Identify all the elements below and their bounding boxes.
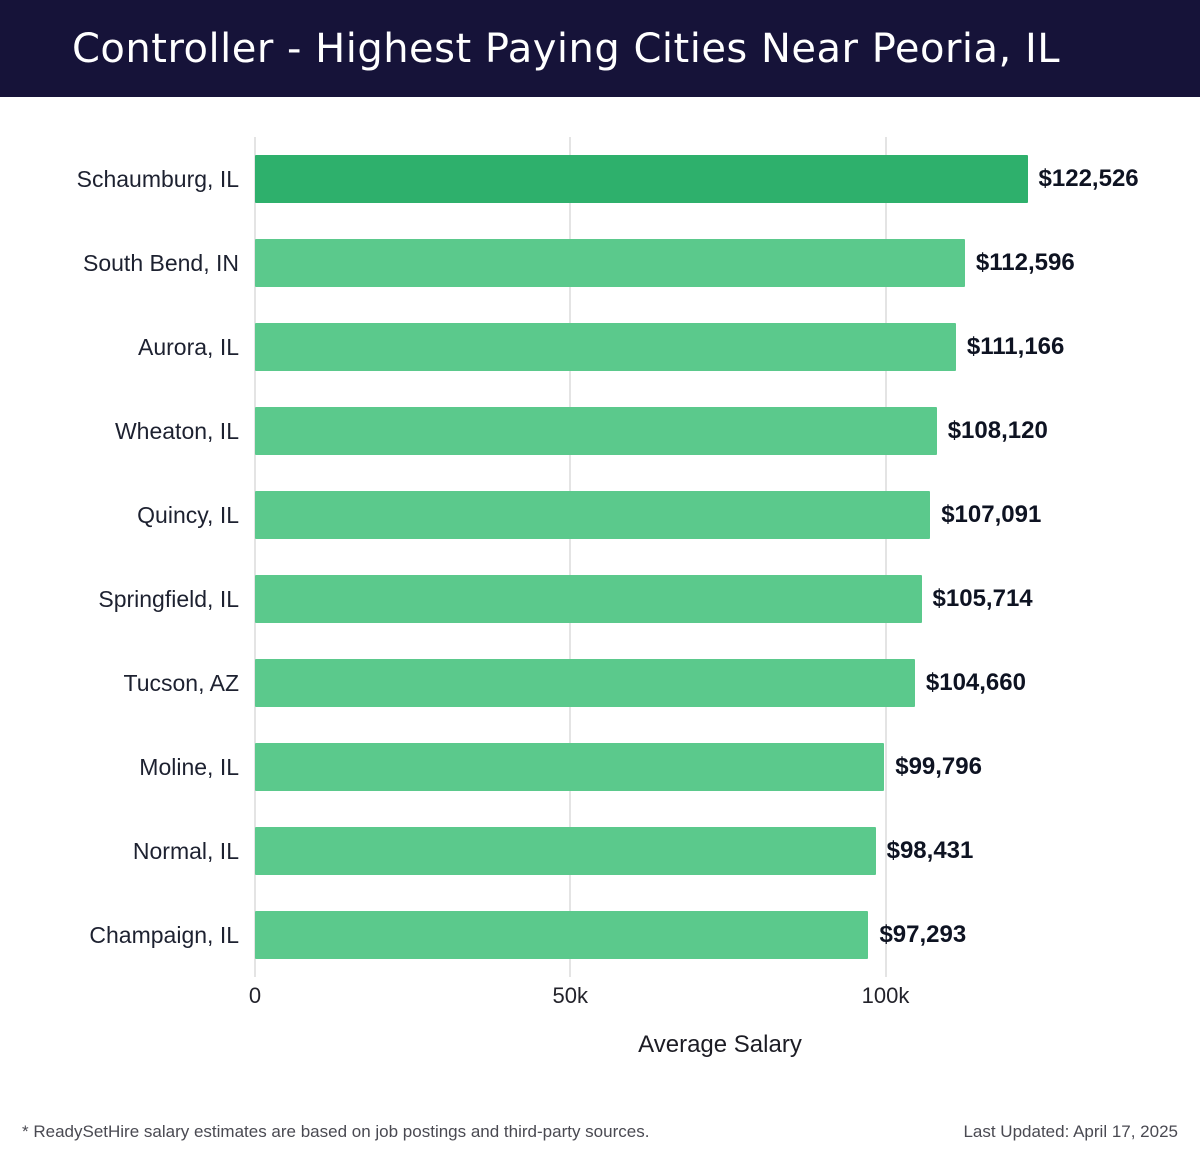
chart-row: Quincy, IL $107,091	[0, 473, 1200, 557]
page-title: Controller - Highest Paying Cities Near …	[72, 25, 1061, 72]
value-label: $108,120	[947, 417, 1048, 444]
bar-chart: Schaumburg, IL $122,526 South Bend, IN $112…	[0, 137, 1200, 1059]
bar-track: $111,166	[255, 323, 1185, 371]
value-label: $99,796	[895, 753, 982, 780]
chart-rows: Schaumburg, IL $122,526 South Bend, IN $112…	[0, 137, 1200, 977]
category-label: Tucson, AZ	[123, 669, 239, 696]
category-label: Wheaton, IL	[114, 417, 239, 444]
bar-track: $97,293	[255, 911, 1185, 959]
chart-row: Champaign, IL $97,293	[0, 893, 1200, 977]
salary-bar	[255, 239, 965, 287]
x-axis-ticks: 0 50k 100k	[249, 983, 1185, 1017]
salary-bar	[255, 155, 1028, 203]
category-label: South Bend, IN	[83, 249, 239, 276]
chart-row: Moline, IL $99,796	[0, 725, 1200, 809]
salary-bar	[255, 743, 885, 791]
tick-label: 100k	[861, 983, 910, 1008]
value-label: $104,660	[925, 669, 1026, 696]
category-label: Normal, IL	[132, 837, 239, 864]
chart-row: Springfield, IL $105,714	[0, 557, 1200, 641]
value-label: $97,293	[879, 921, 967, 948]
bar-track: $98,431	[255, 827, 1185, 875]
value-label: $107,091	[941, 501, 1042, 528]
salary-bar	[255, 827, 876, 875]
salary-bar	[255, 323, 956, 371]
bar-track: $104,660	[255, 659, 1185, 707]
footer: * ReadySetHire salary estimates are base…	[0, 1122, 1200, 1142]
bar-track: $108,120	[255, 407, 1185, 455]
tick-label: 0	[248, 983, 262, 1008]
salary-bar	[255, 659, 915, 707]
category-label: Moline, IL	[139, 753, 239, 780]
last-updated: Last Updated: April 17, 2025	[963, 1122, 1178, 1141]
header-banner: Controller - Highest Paying Cities Near …	[0, 0, 1200, 97]
tick-label: 50k	[552, 983, 588, 1008]
plot-area: Schaumburg, IL $122,526 South Bend, IN $112…	[0, 137, 1200, 977]
value-label: $112,596	[975, 249, 1075, 276]
category-label: Springfield, IL	[98, 585, 239, 612]
value-label: $98,431	[886, 837, 974, 864]
salary-bar	[255, 491, 931, 539]
bar-track: $112,596	[255, 239, 1185, 287]
bar-track: $107,091	[255, 491, 1185, 539]
chart-row: Aurora, IL $111,166	[0, 305, 1200, 389]
category-label: Schaumburg, IL	[76, 165, 239, 192]
chart-row: Wheaton, IL $108,120	[0, 389, 1200, 473]
chart-row: Schaumburg, IL $122,526	[0, 137, 1200, 221]
salary-bar	[255, 575, 922, 623]
chart-row: Tucson, AZ $104,660	[0, 641, 1200, 725]
category-label: Aurora, IL	[138, 333, 239, 360]
footnote: * ReadySetHire salary estimates are base…	[22, 1122, 650, 1141]
chart-row: South Bend, IN $112,596	[0, 221, 1200, 305]
value-label: $122,526	[1038, 165, 1139, 192]
category-label: Champaign, IL	[89, 921, 239, 948]
bar-track: $105,714	[255, 575, 1185, 623]
salary-bar	[255, 911, 869, 959]
category-label: Quincy, IL	[137, 501, 239, 528]
value-label: $111,166	[966, 333, 1065, 360]
salary-bar	[255, 407, 937, 455]
value-label: $105,714	[932, 585, 1033, 612]
bar-track: $99,796	[255, 743, 1185, 791]
x-axis-label: Average Salary	[638, 1031, 802, 1058]
chart-row: Normal, IL $98,431	[0, 809, 1200, 893]
bar-track: $122,526	[255, 155, 1185, 203]
